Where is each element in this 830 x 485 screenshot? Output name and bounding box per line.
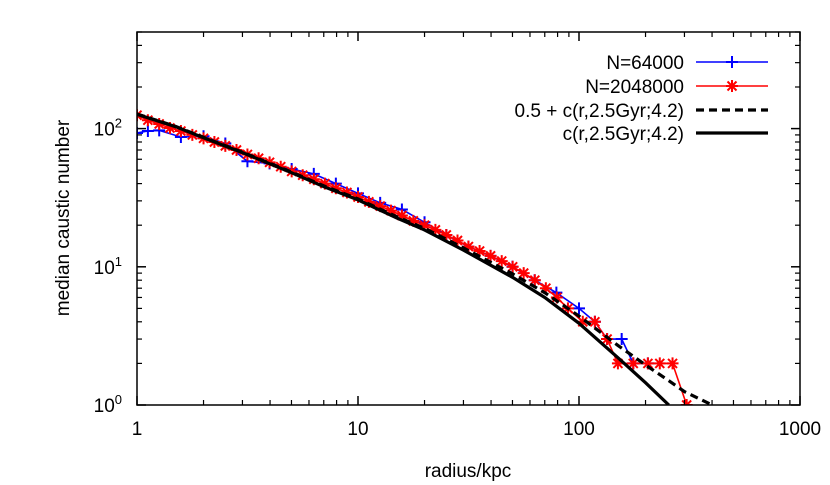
data-point xyxy=(611,357,624,370)
legend-marker xyxy=(726,56,738,68)
series-line xyxy=(137,112,670,405)
series-1 xyxy=(137,109,693,405)
data-point xyxy=(418,219,431,232)
ticks-layer: 1 10 100 1000 100 101 102 xyxy=(94,31,821,440)
series-line xyxy=(137,112,713,405)
data-point xyxy=(395,209,408,222)
data-point xyxy=(384,204,397,217)
series-layer xyxy=(137,109,713,405)
series-0 xyxy=(137,124,654,370)
data-point xyxy=(666,357,679,370)
series-line xyxy=(137,129,648,365)
x-axis-label: radius/kpc xyxy=(425,461,512,482)
legend-marker xyxy=(726,80,738,92)
data-point xyxy=(141,125,154,138)
data-point xyxy=(352,190,364,203)
data-point xyxy=(429,223,442,236)
x-tick-label: 10 xyxy=(347,419,368,440)
series-2 xyxy=(137,112,713,405)
data-point xyxy=(307,173,320,186)
data-point xyxy=(528,274,541,287)
data-point xyxy=(174,125,187,138)
y-axis-label: median caustic number xyxy=(53,119,74,316)
data-point xyxy=(517,267,530,280)
data-point xyxy=(576,315,589,328)
data-point xyxy=(462,240,475,253)
x-tick-label: 1000 xyxy=(779,419,821,440)
data-point xyxy=(374,200,387,213)
legend-label: N=2048000 xyxy=(585,77,684,98)
data-point xyxy=(588,315,601,328)
data-point xyxy=(137,126,143,139)
data-point xyxy=(615,333,628,346)
y-tick-label: 102 xyxy=(94,116,122,141)
data-point xyxy=(451,234,464,247)
x-tick-label: 1 xyxy=(132,419,143,440)
series-3 xyxy=(137,112,670,405)
y-tick-label: 101 xyxy=(94,254,122,279)
legend: N=64000 N=2048000 0.5 + c(r,2.5Gyr;4.2)c(r… xyxy=(515,53,768,145)
legend-label: N=64000 xyxy=(606,53,684,74)
legend-label: c(r,2.5Gyr;4.2) xyxy=(563,124,684,145)
data-point xyxy=(318,177,331,190)
series-line xyxy=(137,114,688,405)
data-point xyxy=(506,260,519,273)
legend-label: 0.5 + c(r,2.5Gyr;4.2) xyxy=(515,101,685,122)
data-point xyxy=(329,182,342,195)
data-point xyxy=(550,291,563,304)
data-point xyxy=(407,214,420,227)
data-point xyxy=(362,195,375,208)
data-point xyxy=(484,249,497,262)
plot-frame xyxy=(136,31,801,406)
data-point xyxy=(141,114,154,127)
data-point xyxy=(627,357,640,370)
data-point xyxy=(473,245,486,258)
data-point xyxy=(153,117,166,130)
data-point xyxy=(641,357,654,370)
y-tick-label: 100 xyxy=(94,392,122,417)
data-point xyxy=(163,122,176,135)
data-point xyxy=(495,255,508,268)
data-point xyxy=(440,228,453,241)
data-point xyxy=(573,302,585,315)
x-tick-label: 100 xyxy=(563,419,595,440)
data-point xyxy=(653,357,666,370)
data-point xyxy=(539,282,552,295)
data-point xyxy=(340,186,353,199)
